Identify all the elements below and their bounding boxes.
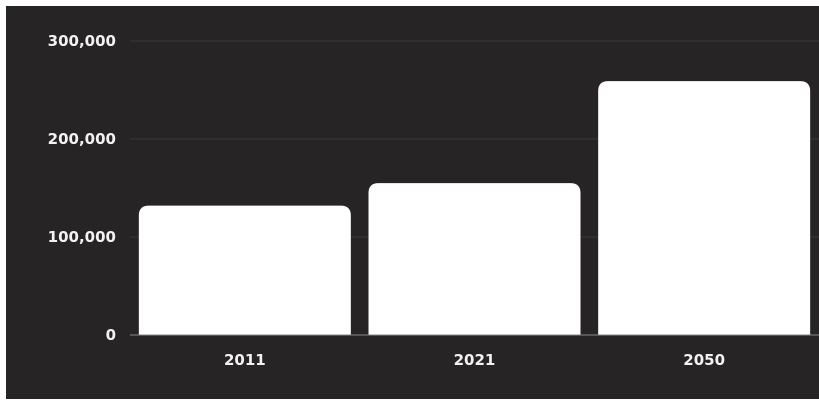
y-tick-label: 0 bbox=[106, 326, 116, 344]
bar-2011 bbox=[139, 206, 351, 335]
y-tick-label: 200,000 bbox=[48, 130, 116, 148]
x-tick-label: 2021 bbox=[454, 351, 496, 369]
x-tick-label: 2011 bbox=[224, 351, 266, 369]
x-axis-labels: 2011 2021 2050 bbox=[224, 351, 725, 369]
bars bbox=[130, 81, 819, 335]
bar-2050 bbox=[598, 81, 810, 335]
y-axis-ticks: 0 100,000 200,000 300,000 bbox=[48, 32, 116, 344]
y-tick-label: 100,000 bbox=[48, 228, 116, 246]
bar-chart: 0 100,000 200,000 300,000 2011 2021 2050 bbox=[6, 6, 819, 399]
y-tick-label: 300,000 bbox=[48, 32, 116, 50]
chart-panel: 0 100,000 200,000 300,000 2011 2021 2050 bbox=[6, 6, 819, 399]
x-tick-label: 2050 bbox=[683, 351, 725, 369]
bar-2021 bbox=[369, 183, 581, 335]
